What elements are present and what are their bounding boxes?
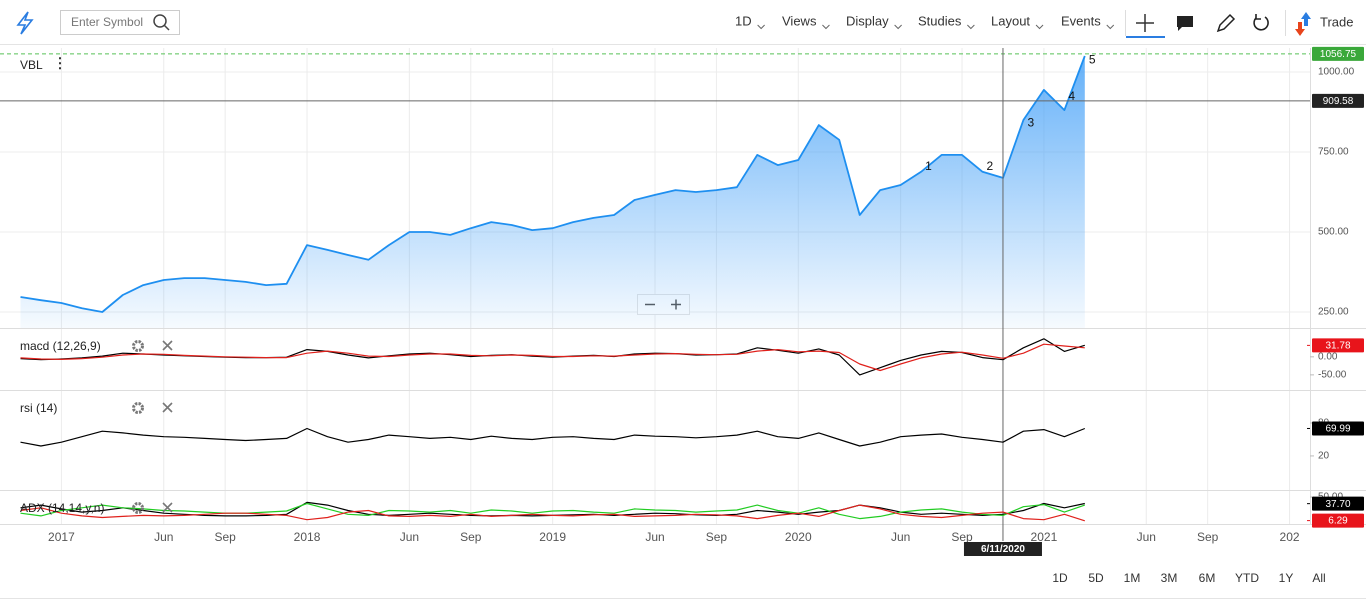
wave-label: 4 — [1068, 89, 1075, 103]
trade-label[interactable]: Trade — [1320, 14, 1353, 29]
pane-title: macd (12,26,9) — [20, 339, 101, 353]
series-line — [20, 55, 1086, 313]
series-line — [20, 427, 1086, 447]
pane-title: rsi (14) — [20, 401, 57, 415]
pane-title: VBL — [20, 58, 43, 72]
settings-icon[interactable] — [132, 340, 144, 352]
y-tick-label: 500.00 — [1318, 227, 1349, 238]
draw-tool[interactable] — [1216, 13, 1236, 33]
x-tick-label: Sep — [214, 530, 236, 544]
x-tick-label: Sep — [1197, 530, 1219, 544]
last-value-label-bg — [1312, 496, 1364, 511]
x-tick-label: 2017 — [48, 530, 75, 544]
last-value-label: 37.70 — [1325, 499, 1350, 510]
range-button[interactable]: 1M — [1124, 571, 1141, 585]
y-tick-label: 750.00 — [1318, 147, 1349, 158]
last-value-label-bg — [1312, 513, 1364, 528]
wave-label: 3 — [1027, 115, 1034, 129]
last-value-label-bg — [1312, 421, 1364, 436]
settings-icon[interactable] — [132, 402, 144, 414]
search-icon — [163, 24, 170, 31]
x-tick-label: Sep — [706, 530, 728, 544]
y-tick-label: 250.00 — [1318, 307, 1349, 318]
search-icon[interactable] — [153, 14, 167, 28]
x-tick-label: 2019 — [539, 530, 566, 544]
crosshair-price-label-bg — [1312, 93, 1364, 108]
menu-chevron — [1106, 24, 1115, 30]
crosshair-date-label: 6/11/2020 — [981, 544, 1025, 555]
trade-icon[interactable] — [1301, 12, 1311, 26]
series-line — [20, 502, 1085, 520]
reset-tool — [1255, 14, 1261, 20]
y-tick-label: 20 — [1318, 451, 1330, 462]
range-button[interactable]: YTD — [1235, 571, 1259, 585]
pane-title: ADX (14,14,y,n) — [20, 501, 104, 515]
last-value-label-bg — [1312, 338, 1364, 353]
range-button[interactable]: 1D — [1052, 571, 1068, 585]
x-tick-label: Sep — [460, 530, 482, 544]
menu-item[interactable]: Studies — [918, 13, 962, 28]
last-value-label: 31.78 — [1325, 341, 1350, 352]
wave-label: 1 — [925, 159, 932, 173]
trade-icon — [1295, 22, 1305, 36]
x-tick-label: Sep — [951, 530, 973, 544]
pane-menu[interactable]: ⋮ — [53, 55, 67, 71]
x-tick-label: 2021 — [1031, 530, 1058, 544]
x-tick-label: Jun — [891, 530, 910, 544]
x-tick-label: Jun — [400, 530, 419, 544]
menu-chevron — [894, 24, 902, 30]
y-tick-label: 1000.00 — [1318, 67, 1355, 78]
menu-item[interactable]: 1D — [735, 13, 752, 28]
y-tick-label: -50.00 — [1318, 370, 1347, 381]
menu-item[interactable]: Layout — [991, 13, 1030, 28]
range-button[interactable]: 3M — [1161, 571, 1178, 585]
wave-label: 5 — [1089, 52, 1096, 66]
x-tick-label: 2018 — [294, 530, 321, 544]
x-tick-label: Jun — [1137, 530, 1156, 544]
last-price-label: 1056.75 — [1320, 49, 1357, 60]
close-icon[interactable] — [162, 502, 173, 513]
series-line — [20, 504, 1085, 522]
menu-chevron — [822, 24, 830, 30]
menu-chevron — [967, 24, 975, 30]
menu-chevron — [1035, 24, 1044, 30]
x-tick-label: Jun — [154, 530, 173, 544]
range-button[interactable]: 1Y — [1279, 571, 1294, 585]
menu-item[interactable]: Display — [846, 13, 889, 28]
series-line — [20, 343, 1085, 372]
comment-tool[interactable] — [1177, 16, 1193, 31]
last-value-label: 6.29 — [1328, 516, 1348, 527]
price-area — [20, 56, 1085, 328]
last-price-label-bg — [1312, 46, 1364, 61]
settings-icon[interactable] — [132, 502, 144, 514]
menu-chevron — [757, 24, 765, 30]
y-tick-label: 0.00 — [1318, 351, 1338, 362]
close-icon[interactable] — [162, 402, 173, 413]
x-tick-label: 2020 — [785, 530, 812, 544]
reset-tool[interactable] — [1253, 16, 1269, 31]
crosshair-date-bg — [963, 542, 1042, 556]
wave-label: 2 — [987, 159, 994, 173]
menu-item[interactable]: Events — [1061, 13, 1101, 28]
search-placeholder: Enter Symbol — [71, 15, 143, 29]
menu-item[interactable]: Views — [782, 13, 817, 28]
crosshair-price-label: 909.58 — [1323, 96, 1354, 107]
x-tick-label: Jun — [645, 530, 664, 544]
close-icon[interactable] — [162, 340, 173, 351]
last-value-label: 69.99 — [1325, 424, 1350, 435]
logo[interactable] — [16, 11, 34, 35]
range-button[interactable]: All — [1312, 571, 1325, 585]
x-tick-label: 202 — [1280, 530, 1300, 544]
range-button[interactable]: 5D — [1088, 571, 1104, 585]
range-button[interactable]: 6M — [1199, 571, 1216, 585]
